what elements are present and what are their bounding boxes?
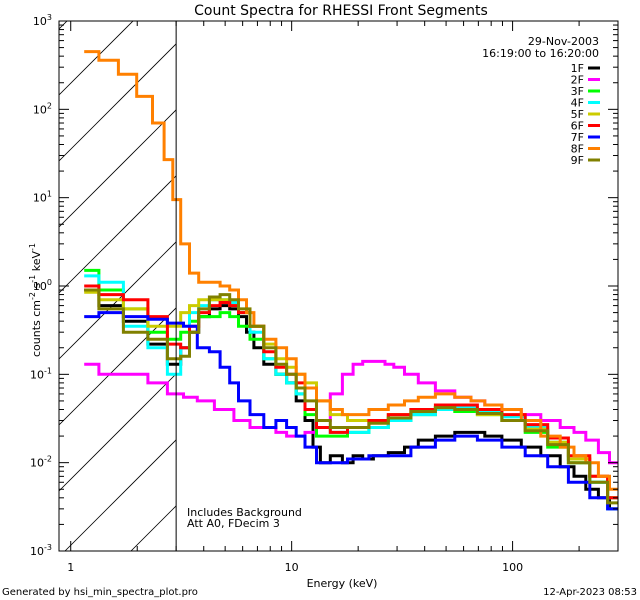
y-tick-label: 103 xyxy=(33,13,52,28)
axes: 1 10 100 10-3 10-2 10-1 100 101 102 103 xyxy=(30,13,619,574)
hatch-line xyxy=(59,307,177,426)
series-5F xyxy=(84,290,618,500)
legend-label-8F: 8F xyxy=(571,143,584,156)
y-tick-label: 10-1 xyxy=(30,366,52,381)
hatch-line xyxy=(59,43,177,162)
series-9F xyxy=(84,288,618,505)
chart-title: Count Spectra for RHESSI Front Segments xyxy=(194,3,488,19)
hatch-line xyxy=(59,353,640,600)
y-tick-label: 100 xyxy=(33,278,52,293)
x-tick-label: 1 xyxy=(67,561,74,574)
x-tick-label: 10 xyxy=(285,561,299,574)
legend-label-7F: 7F xyxy=(571,131,584,144)
hatch-line xyxy=(59,89,640,600)
annotation-attenuator: Att A0, FDecim 3 xyxy=(187,517,280,530)
series-layer xyxy=(84,50,618,511)
y-tick-label: 102 xyxy=(33,101,52,116)
y-axis-label-text: counts cm-2 s-1 keV-1 xyxy=(28,243,43,357)
series-8F xyxy=(84,50,618,491)
date-label: 29-Nov-2003 xyxy=(528,35,599,48)
hatch-line xyxy=(59,155,640,600)
y-tick-label: 101 xyxy=(33,190,52,205)
series-2F xyxy=(84,359,618,465)
series-1F xyxy=(84,288,618,511)
legend-label-3F: 3F xyxy=(571,85,584,98)
legend-label-2F: 2F xyxy=(571,74,584,87)
footer-timestamp: 12-Apr-2023 08:53 xyxy=(543,587,637,598)
hatch-line xyxy=(59,221,640,600)
footer-generated-by: Generated by hsi_min_spectra_plot.pro xyxy=(2,587,198,598)
hatch-line xyxy=(59,373,177,492)
plot-frame xyxy=(58,20,619,552)
x-axis-label: Energy (keV) xyxy=(307,577,378,590)
series-7F xyxy=(84,311,618,511)
legend-label-1F: 1F xyxy=(571,62,584,75)
y-tick-label: 10-2 xyxy=(30,455,52,470)
hatch-line xyxy=(59,241,177,360)
hatch-line xyxy=(59,109,177,228)
time-range-label: 16:19:00 to 16:20:00 xyxy=(482,47,599,60)
series-4F xyxy=(84,274,618,511)
x-tick-label: 100 xyxy=(502,561,523,574)
hatch-line xyxy=(59,175,177,294)
legend-label-9F: 9F xyxy=(571,154,584,167)
legend-label-6F: 6F xyxy=(571,120,584,133)
hatch-line xyxy=(130,505,177,551)
annotation-background: Includes Background xyxy=(187,506,302,519)
series-6F xyxy=(84,284,618,500)
legend-label-5F: 5F xyxy=(571,108,584,121)
hatch-line xyxy=(64,439,177,551)
y-axis-label: counts cm-2 s-1 keV-1 xyxy=(28,243,43,357)
legend-label-4F: 4F xyxy=(571,97,584,110)
y-tick-label: 10-3 xyxy=(30,543,52,558)
